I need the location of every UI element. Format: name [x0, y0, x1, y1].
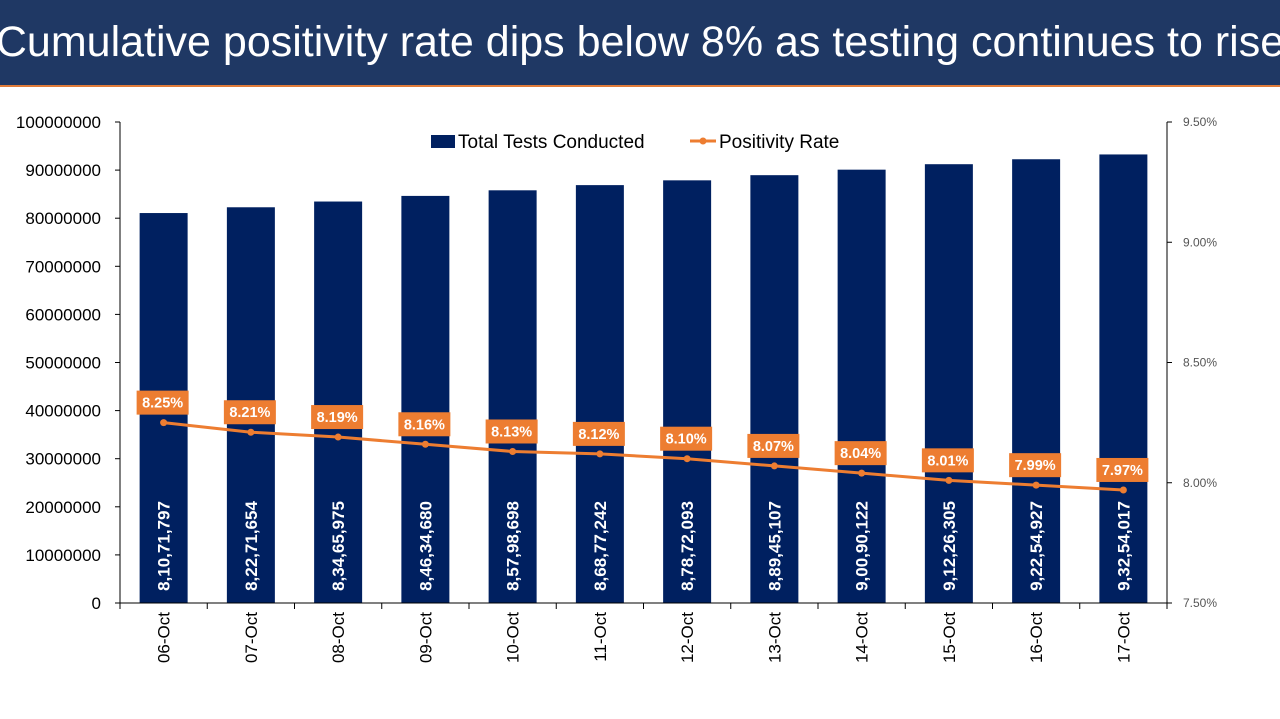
legend: Total Tests Conducted Positivity Rate: [431, 132, 839, 153]
positivity-label: 8.01%: [927, 453, 968, 469]
bar-value-label: 9,12,26,305: [940, 501, 959, 591]
x-tick-label: 16-Oct: [1027, 612, 1046, 663]
right-tick-label: 9.00%: [1183, 235, 1217, 249]
x-tick-label: 06-Oct: [155, 612, 174, 663]
positivity-label: 7.99%: [1015, 458, 1056, 474]
right-tick-label: 8.00%: [1183, 476, 1217, 490]
left-tick-label: 90000000: [25, 161, 101, 180]
positivity-point: [945, 476, 953, 484]
bar-value-label: 8,89,45,107: [765, 501, 784, 591]
left-tick-label: 50000000: [25, 354, 101, 373]
legend-swatch-tests: [431, 135, 455, 148]
positivity-label-box: [1009, 453, 1062, 478]
positivity-label: 8.16%: [404, 417, 445, 433]
positivity-label-box: [136, 390, 189, 415]
bar-value-label: 8,46,34,680: [416, 501, 435, 591]
positivity-point: [334, 433, 342, 441]
bar-value-label: 8,10,71,797: [155, 501, 174, 591]
title-banner: Cumulative positivity rate dips below 8%…: [0, 0, 1280, 87]
left-tick-label: 80000000: [25, 209, 101, 228]
positivity-label: 8.13%: [491, 424, 532, 440]
right-tick-label: 9.50%: [1183, 115, 1217, 129]
positivity-label-box: [834, 441, 887, 466]
right-tick-label: 8.50%: [1183, 356, 1217, 370]
positivity-label: 8.19%: [317, 410, 358, 426]
bar-tests-08-Oct: [314, 201, 363, 603]
bar-value-label: 8,22,71,654: [242, 501, 261, 591]
left-tick-label: 20000000: [25, 498, 101, 517]
positivity-label-box: [223, 400, 276, 425]
left-tick-label: 60000000: [25, 305, 101, 324]
bar-value-label: 9,22,54,927: [1027, 501, 1046, 591]
positivity-label: 7.97%: [1102, 463, 1143, 479]
bar-value-label: 9,32,54,017: [1114, 501, 1133, 591]
positivity-label: 8.10%: [666, 432, 707, 448]
positivity-label-box: [921, 448, 974, 473]
positivity-label-box: [660, 426, 713, 451]
positivity-label-box: [311, 405, 364, 430]
left-tick-label: 70000000: [25, 257, 101, 276]
legend-label-positivity: Positivity Rate: [719, 132, 839, 153]
positivity-label: 8.07%: [753, 439, 794, 455]
bar-value-label: 8,68,77,242: [591, 501, 610, 591]
positivity-point: [247, 428, 255, 436]
positivity-point: [160, 419, 168, 427]
x-tick-label: 12-Oct: [678, 612, 697, 663]
x-tick-label: 08-Oct: [329, 612, 348, 663]
legend-label-tests: Total Tests Conducted: [458, 132, 645, 153]
x-tick-label: 09-Oct: [416, 612, 435, 663]
bar-value-label: 8,34,65,975: [329, 501, 348, 591]
bar-tests-15-Oct: [924, 164, 973, 603]
bar-value-label: 9,00,90,122: [853, 501, 872, 591]
positivity-line: [163, 421, 1124, 492]
positivity-point: [770, 462, 778, 470]
page-title: Cumulative positivity rate dips below 8%…: [0, 18, 1280, 66]
bar-tests-14-Oct: [837, 169, 886, 604]
positivity-label: 8.12%: [578, 427, 619, 443]
positivity-point: [1119, 486, 1127, 494]
positivity-point: [509, 447, 517, 455]
positivity-point: [421, 440, 429, 448]
positivity-label-box: [398, 412, 451, 437]
bar-tests-16-Oct: [1012, 159, 1061, 604]
x-tick-label: 13-Oct: [765, 612, 784, 663]
right-tick-label: 7.50%: [1183, 596, 1217, 610]
positivity-label: 8.21%: [229, 405, 270, 421]
positivity-label-box: [1096, 457, 1149, 482]
left-tick-label: 40000000: [25, 402, 101, 421]
positivity-label-box: [485, 419, 538, 444]
positivity-point: [1032, 481, 1040, 489]
positivity-label: 8.25%: [142, 396, 183, 412]
bar-tests-17-Oct: [1099, 154, 1148, 603]
bar-value-label: 8,57,98,698: [504, 501, 523, 591]
x-tick-label: 14-Oct: [853, 612, 872, 663]
legend-marker-positivity: [699, 137, 707, 145]
left-tick-label: 0: [92, 594, 101, 613]
x-tick-label: 07-Oct: [242, 612, 261, 663]
x-tick-label: 10-Oct: [504, 612, 523, 663]
bar-value-label: 8,78,72,093: [678, 501, 697, 591]
bar-tests-12-Oct: [663, 180, 712, 603]
positivity-point: [596, 450, 604, 458]
left-tick-label: 100000000: [16, 113, 101, 132]
bar-tests-11-Oct: [575, 185, 624, 603]
left-tick-label: 10000000: [25, 546, 101, 565]
x-tick-label: 15-Oct: [940, 612, 959, 663]
positivity-point: [683, 455, 691, 463]
left-tick-label: 30000000: [25, 450, 101, 469]
bar-tests-09-Oct: [401, 195, 450, 603]
x-tick-label: 17-Oct: [1114, 612, 1133, 663]
positivity-label: 8.04%: [840, 446, 881, 462]
positivity-label-box: [572, 421, 625, 446]
x-tick-label: 11-Oct: [591, 612, 610, 662]
bar-tests-10-Oct: [488, 190, 537, 603]
positivity-label-box: [747, 433, 800, 458]
positivity-point: [858, 469, 866, 477]
bar-tests-13-Oct: [750, 175, 799, 603]
